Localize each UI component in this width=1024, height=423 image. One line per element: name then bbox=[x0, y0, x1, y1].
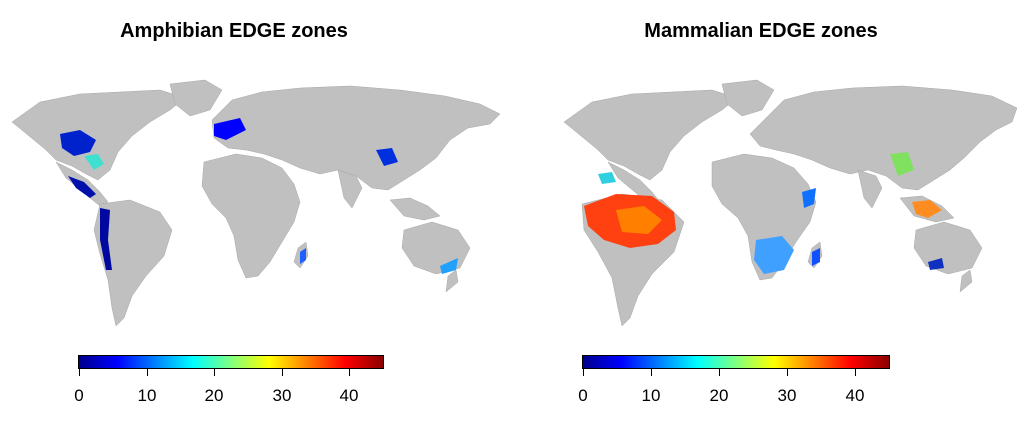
mammalian-tick-30 bbox=[787, 369, 788, 376]
north-america-land bbox=[563, 89, 738, 181]
amphibian-tick-40 bbox=[349, 369, 350, 376]
amphibian-world-map bbox=[11, 79, 501, 327]
zone-china bbox=[376, 148, 398, 166]
zone-southern-africa bbox=[754, 236, 794, 274]
amphibian-tick-label-20: 20 bbox=[204, 386, 224, 405]
africa-land bbox=[201, 153, 301, 279]
india-land bbox=[857, 169, 883, 209]
mammalian-tick-label-20: 20 bbox=[709, 386, 729, 405]
edge-zones bbox=[60, 118, 458, 274]
eurasia-land bbox=[749, 85, 1018, 191]
zone-andes bbox=[100, 208, 112, 270]
amphibian-map-panel: Amphibian EDGE zones bbox=[11, 20, 501, 405]
se-asia-islands-land bbox=[389, 197, 441, 221]
amphibian-tick-30 bbox=[282, 369, 283, 376]
mammalian-tick-label-30: 30 bbox=[777, 386, 797, 405]
mammalian-map-title: Mammalian EDGE zones bbox=[644, 20, 878, 42]
amphibian-tick-label-30: 30 bbox=[272, 386, 292, 405]
zone-horn-of-africa bbox=[802, 188, 816, 208]
zone-southeast-asia bbox=[912, 200, 942, 218]
mammalian-tick-label-10: 10 bbox=[641, 386, 661, 405]
zone-australia-nw bbox=[928, 258, 944, 270]
australia-land bbox=[913, 221, 983, 275]
amphibian-map-title: Amphibian EDGE zones bbox=[120, 20, 348, 42]
amphibian-colorbar bbox=[78, 355, 384, 369]
amphibian-tick-label-10: 10 bbox=[137, 386, 157, 405]
mammalian-tick-0 bbox=[583, 369, 584, 376]
eurasia-land bbox=[211, 85, 501, 191]
mammalian-tick-40 bbox=[855, 369, 856, 376]
mammalian-tick-20 bbox=[719, 369, 720, 376]
greenland-land bbox=[169, 79, 223, 117]
zone-caribbean bbox=[598, 172, 616, 184]
amphibian-tick-10 bbox=[147, 369, 148, 376]
land-masses bbox=[11, 79, 501, 327]
zone-iberia bbox=[214, 118, 246, 140]
zone-indochina bbox=[890, 152, 914, 176]
australia-land bbox=[401, 221, 471, 275]
amphibian-tick-label-40: 40 bbox=[339, 386, 359, 405]
north-america-land bbox=[11, 89, 186, 181]
mammalian-tick-label-40: 40 bbox=[845, 386, 865, 405]
amphibian-tick-0 bbox=[79, 369, 80, 376]
mammalian-map-panel: Mammalian EDGE zones bbox=[512, 0, 1024, 423]
zone-amazon-core bbox=[616, 206, 662, 234]
india-land bbox=[337, 169, 363, 209]
zone-madagascar bbox=[300, 248, 306, 264]
south-america-land bbox=[93, 199, 173, 327]
mammalian-tick-10 bbox=[651, 369, 652, 376]
zone-madagascar bbox=[812, 248, 820, 266]
mammalian-colorbar bbox=[582, 355, 890, 369]
new-zealand-land bbox=[445, 269, 459, 293]
mammalian-world-map bbox=[563, 79, 1018, 327]
edge-zones bbox=[584, 152, 944, 274]
zone-north-america-east bbox=[60, 130, 96, 156]
new-zealand-land bbox=[959, 269, 973, 293]
mammalian-tick-label-0: 0 bbox=[578, 386, 588, 405]
amphibian-tick-20 bbox=[214, 369, 215, 376]
zone-florida bbox=[84, 154, 104, 170]
zone-new-zealand bbox=[440, 258, 458, 274]
zone-central-america bbox=[68, 176, 96, 198]
amphibian-tick-label-0: 0 bbox=[74, 386, 84, 405]
greenland-land bbox=[721, 79, 775, 117]
